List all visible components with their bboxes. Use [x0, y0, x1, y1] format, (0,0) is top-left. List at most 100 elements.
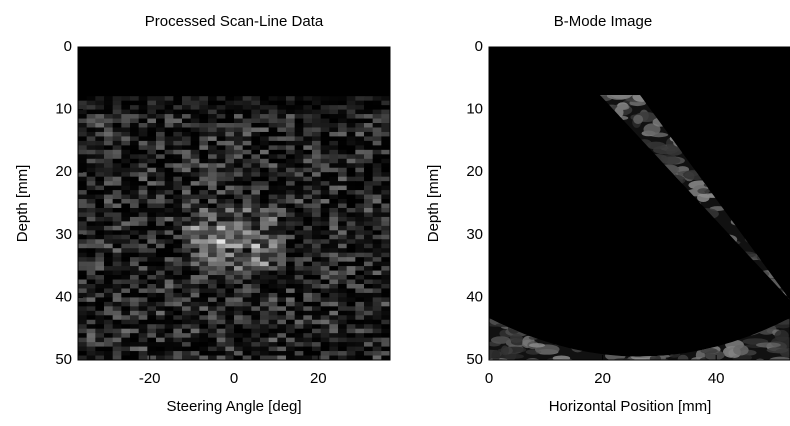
image-cell [78, 280, 87, 285]
image-cell [113, 284, 122, 289]
image-cell [260, 262, 269, 267]
image-cell [217, 257, 226, 262]
image-cell [78, 145, 87, 150]
image-cell [139, 347, 148, 352]
image-cell [234, 235, 243, 240]
image-cell [165, 168, 174, 173]
image-cell [303, 288, 312, 293]
image-cell [139, 315, 148, 320]
image-cell [303, 239, 312, 244]
image-cell [243, 271, 252, 276]
image-cell [217, 221, 226, 226]
y-tick-label: 0 [475, 38, 483, 55]
image-cell [234, 145, 243, 150]
image-cell [87, 266, 96, 271]
image-cell [87, 101, 96, 106]
image-cell [243, 338, 252, 343]
image-cell [191, 181, 200, 186]
image-cell [364, 284, 373, 289]
image-cell [156, 230, 165, 235]
image-cell [147, 347, 156, 352]
image-cell [303, 248, 312, 253]
image-cell [277, 230, 286, 235]
image-cell [147, 127, 156, 132]
image-cell [251, 132, 260, 137]
image-cell [269, 239, 278, 244]
image-cell [234, 186, 243, 191]
image-cell [95, 186, 104, 191]
image-cell [373, 324, 382, 329]
image-cell [251, 293, 260, 298]
image-cell [312, 306, 321, 311]
image-cell [173, 145, 182, 150]
image-cell [173, 204, 182, 209]
image-cell [286, 324, 295, 329]
image-cell [78, 204, 87, 209]
image-cell [347, 257, 356, 262]
image-cell [243, 127, 252, 132]
image-cell [104, 186, 113, 191]
image-cell [139, 280, 148, 285]
image-cell [130, 101, 139, 106]
image-cell [78, 338, 87, 343]
image-cell [156, 320, 165, 325]
image-cell [243, 284, 252, 289]
image-cell [355, 132, 364, 137]
image-cell [312, 132, 321, 137]
image-cell [338, 145, 347, 150]
image-cell [182, 329, 191, 334]
image-cell [260, 338, 269, 343]
image-cell [217, 199, 226, 204]
image-cell [286, 248, 295, 253]
image-cell [156, 208, 165, 213]
image-cell [364, 253, 373, 258]
image-cell [295, 338, 304, 343]
image-cell [286, 311, 295, 316]
image-cell [182, 212, 191, 217]
image-cell [191, 297, 200, 302]
image-cell [234, 177, 243, 182]
image-cell [104, 136, 113, 141]
image-cell [147, 253, 156, 258]
image-cell [104, 266, 113, 271]
image-cell [191, 288, 200, 293]
image-cell [286, 257, 295, 262]
image-cell [113, 136, 122, 141]
image-cell [364, 159, 373, 164]
image-cell [303, 208, 312, 213]
image-cell [243, 230, 252, 235]
image-cell [87, 329, 96, 334]
image-cell [139, 288, 148, 293]
image-cell [295, 244, 304, 249]
image-cell [104, 159, 113, 164]
image-cell [347, 347, 356, 352]
image-cell [277, 221, 286, 226]
image-cell [373, 204, 382, 209]
image-cell [269, 181, 278, 186]
image-cell [165, 293, 174, 298]
image-cell [312, 101, 321, 106]
image-cell [147, 315, 156, 320]
image-cell [321, 119, 330, 124]
image-cell [364, 338, 373, 343]
image-cell [347, 280, 356, 285]
image-cell [130, 123, 139, 128]
image-cell [234, 226, 243, 231]
image-cell [234, 119, 243, 124]
image-cell [286, 329, 295, 334]
image-cell [87, 168, 96, 173]
image-cell [225, 226, 234, 231]
image-cell [355, 333, 364, 338]
image-cell [381, 253, 390, 258]
image-cell [364, 132, 373, 137]
image-cell [104, 123, 113, 128]
image-cell [87, 333, 96, 338]
image-cell [260, 195, 269, 200]
image-cell [251, 101, 260, 106]
image-cell [121, 257, 130, 262]
image-cell [217, 154, 226, 159]
image-cell [312, 333, 321, 338]
image-cell [87, 320, 96, 325]
image-cell [243, 262, 252, 267]
image-cell [347, 177, 356, 182]
